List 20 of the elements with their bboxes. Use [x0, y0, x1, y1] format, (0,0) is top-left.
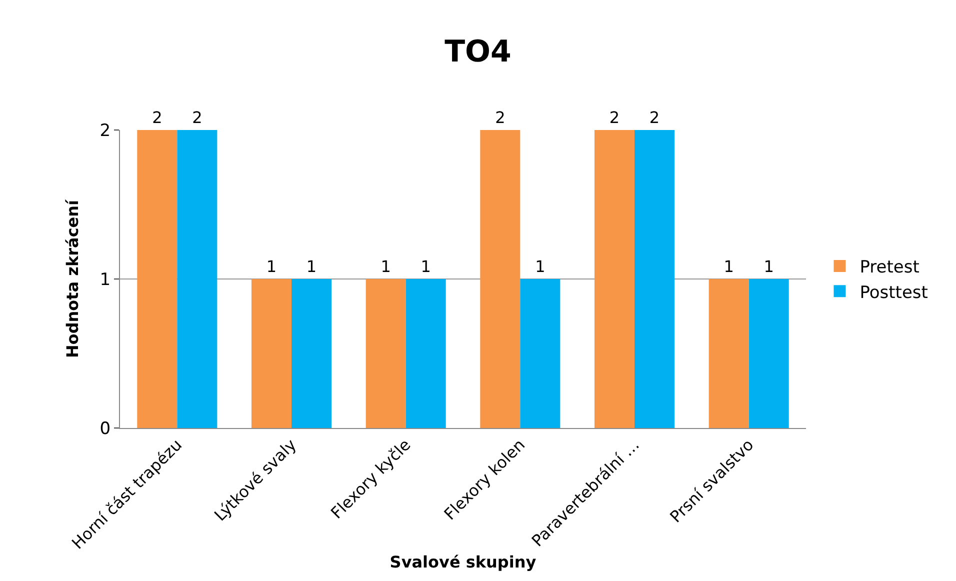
data-label: 1	[380, 257, 391, 276]
data-label: 2	[495, 108, 506, 127]
data-label: 1	[306, 257, 317, 276]
legend-label: Pretest	[860, 258, 920, 278]
data-label: 2	[192, 108, 202, 127]
data-label: 1	[535, 257, 546, 276]
y-tick-label: 0	[100, 418, 111, 439]
data-label: 2	[649, 108, 660, 127]
data-label: 1	[764, 257, 774, 276]
data-label: 1	[420, 257, 431, 276]
data-label: 1	[724, 257, 734, 276]
data-label: 2	[609, 108, 620, 127]
data-label: 2	[152, 108, 162, 127]
legend-label: Posttest	[860, 282, 928, 303]
x-axis-title: Svalové skupiny	[390, 552, 537, 572]
chart-title: TO4	[444, 34, 512, 70]
y-tick-label: 2	[100, 120, 111, 141]
data-label: 1	[266, 257, 277, 276]
y-tick-label: 1	[100, 270, 111, 290]
y-axis-title: Hodnota zkrácení	[63, 198, 82, 358]
